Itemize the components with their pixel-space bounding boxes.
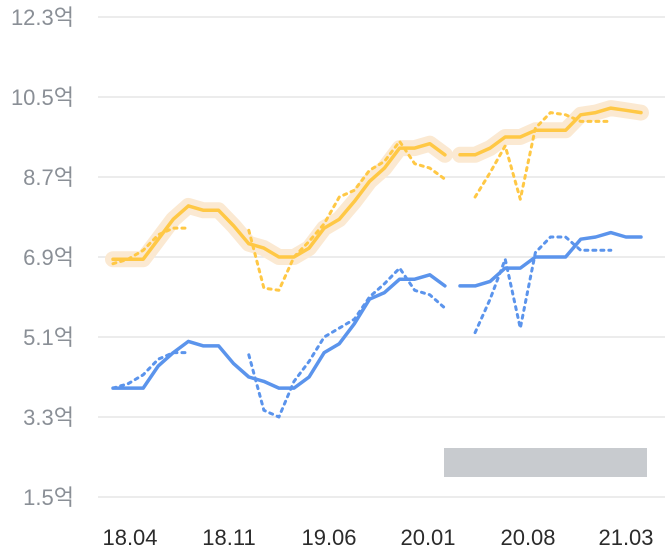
y-tick-label: 5.1억 [23, 325, 74, 350]
x-tick-label: 21.03 [598, 525, 653, 550]
x-tick-label: 20.01 [400, 525, 455, 550]
x-tick-label: 20.08 [500, 525, 555, 550]
y-tick-label: 3.3억 [23, 405, 74, 430]
lower-dotted-line [111, 235, 613, 419]
series-lines [105, 100, 649, 419]
x-tick-label: 18.11 [202, 525, 255, 550]
y-tick-label: 1.5억 [23, 485, 74, 510]
gridlines [98, 16, 665, 498]
y-tick-label: 6.9억 [23, 245, 74, 270]
y-tick-label: 12.3억 [11, 5, 74, 30]
y-axis-tick-labels: 1.5억 3.3억 5.1억 6.9억 8.7억 10.5억 12.3억 [11, 5, 74, 510]
lower-solid-line [111, 230, 643, 390]
x-tick-label: 19.06 [301, 525, 356, 550]
x-tick-label: 18.04 [102, 525, 157, 550]
y-tick-label: 10.5억 [11, 85, 74, 110]
x-axis-tick-labels: 18.04 18.11 19.06 20.01 20.08 21.03 [102, 525, 653, 550]
y-tick-label: 8.7억 [23, 165, 74, 190]
gray-placeholder-bar [444, 448, 647, 477]
upper-solid-line [111, 106, 643, 261]
upper-dotted-line [111, 111, 613, 292]
